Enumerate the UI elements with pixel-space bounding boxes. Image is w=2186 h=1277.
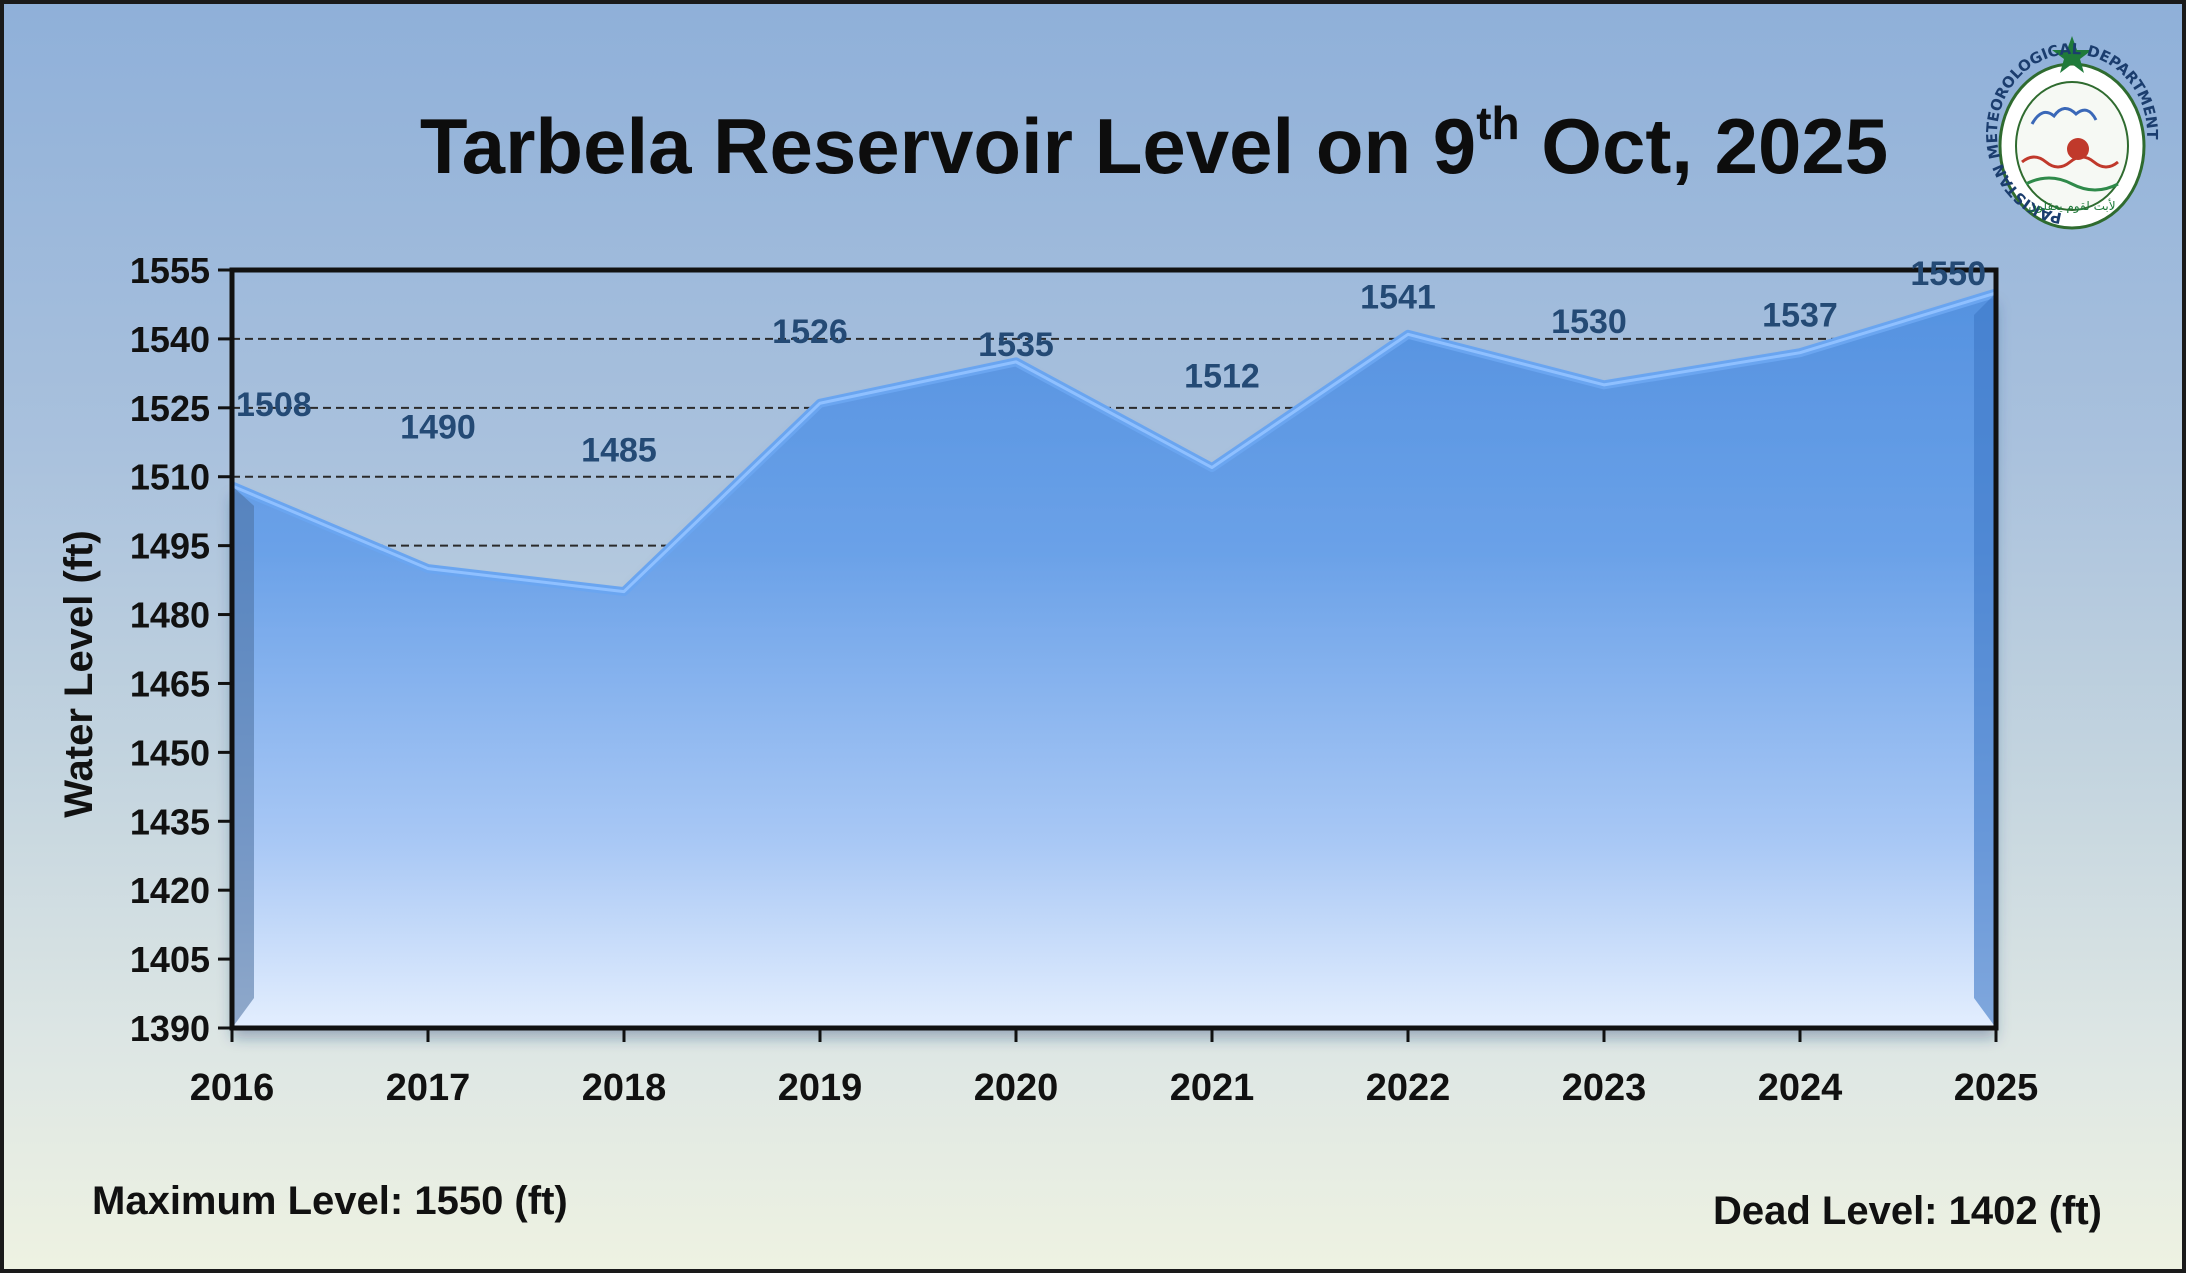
data-label: 1490 — [400, 409, 476, 447]
title-main: Tarbela Reservoir Level on 9 — [419, 102, 1477, 190]
data-label: 1485 — [581, 432, 657, 470]
x-tick-label: 2025 — [1954, 1067, 2039, 1109]
x-tick-label: 2019 — [778, 1067, 863, 1109]
y-tick-label: 1555 — [130, 250, 210, 291]
plot-border — [229, 267, 1999, 1031]
x-tick-label: 2021 — [1170, 1067, 1255, 1109]
area-chart: 1390 1405 1420 1435 1450 1465 1480 1495 1510 1525… — [57, 250, 2038, 1109]
data-labels: 1508 1490 1485 1526 1535 1512 1541 1530 1537 1550 — [236, 255, 1986, 470]
x-tick-label: 2018 — [582, 1067, 667, 1109]
data-label: 1530 — [1551, 303, 1627, 341]
y-tick-label: 1435 — [130, 801, 210, 842]
data-label: 1537 — [1762, 297, 1838, 335]
title-tail: Oct, 2025 — [1519, 102, 1889, 190]
title-superscript: th — [1476, 97, 1520, 149]
dead-level-note: Dead Level: 1402 (ft) — [1712, 1189, 2102, 1233]
area-left-edge — [232, 485, 254, 1028]
y-tick-label: 1450 — [130, 732, 210, 773]
logo-motto: لأبت لقوم يعقلون — [2028, 198, 2115, 214]
data-label: 1526 — [772, 313, 848, 351]
y-tick-label: 1480 — [130, 595, 210, 636]
x-tick-label: 2023 — [1562, 1067, 1647, 1109]
x-tick-label: 2022 — [1366, 1067, 1451, 1109]
x-tick-label: 2020 — [974, 1067, 1059, 1109]
chart-title: Tarbela Reservoir Level on 9th Oct, 2025 — [334, 96, 1974, 192]
data-label: 1508 — [236, 386, 312, 424]
series-line-highlight — [231, 291, 1997, 594]
data-label: 1535 — [978, 326, 1054, 364]
x-tick-label: 2024 — [1758, 1067, 1843, 1109]
data-label: 1541 — [1360, 278, 1436, 316]
y-tick-label: 1510 — [130, 457, 210, 498]
axes: 1390 1405 1420 1435 1450 1465 1480 1495 1510 1525… — [130, 250, 2038, 1109]
maximum-level-note: Maximum Level: 1550 (ft) — [92, 1179, 568, 1223]
data-label: 1550 — [1910, 255, 1986, 293]
y-tick-label: 1540 — [130, 319, 210, 360]
x-tick-label: 2017 — [386, 1067, 471, 1109]
area-fill — [232, 292, 1996, 1028]
pmd-logo-icon: PAKISTAN METEOROLOGICAL DEPARTMENT لأبت … — [1983, 36, 2161, 230]
y-tick-label: 1420 — [130, 870, 210, 911]
x-tick-label: 2016 — [190, 1067, 275, 1109]
y-axis-label: Water Level (ft) — [57, 530, 101, 817]
y-tick-label: 1465 — [130, 663, 210, 704]
y-tick-label: 1405 — [130, 939, 210, 980]
area-right-edge — [1974, 292, 1996, 1028]
y-tick-label: 1495 — [130, 526, 210, 567]
y-tick-label: 1525 — [130, 388, 210, 429]
y-tick-label: 1390 — [130, 1008, 210, 1049]
data-label: 1512 — [1184, 358, 1260, 396]
area-series — [230, 288, 1998, 1028]
